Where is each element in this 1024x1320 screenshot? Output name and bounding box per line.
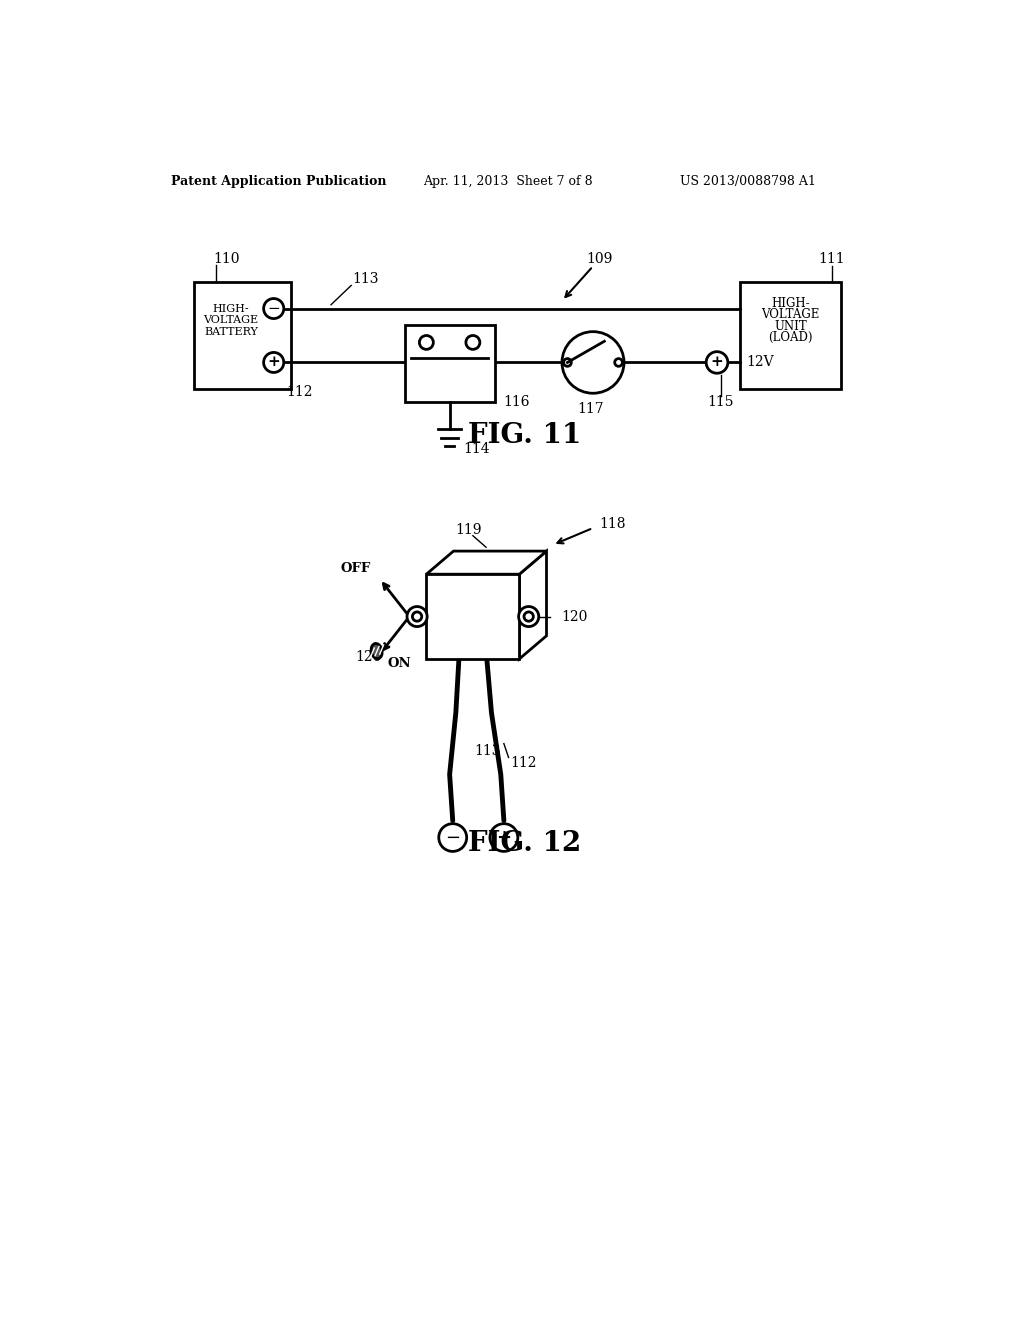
Text: 120: 120	[561, 610, 588, 623]
Text: Apr. 11, 2013  Sheet 7 of 8: Apr. 11, 2013 Sheet 7 of 8	[423, 176, 593, 187]
Text: FIG. 11: FIG. 11	[468, 422, 582, 449]
Text: 112: 112	[510, 756, 537, 770]
Bar	[426, 574, 519, 659]
Text: ON: ON	[387, 657, 411, 671]
Text: +: +	[711, 355, 723, 370]
Text: 112: 112	[287, 384, 313, 399]
Text: FIG. 12: FIG. 12	[468, 830, 582, 857]
Text: 116: 116	[504, 396, 530, 409]
Text: 113: 113	[474, 744, 501, 758]
Circle shape	[489, 824, 518, 851]
Text: −: −	[445, 829, 460, 846]
Circle shape	[524, 612, 534, 622]
Text: UNIT: UNIT	[774, 319, 807, 333]
Text: 117: 117	[578, 401, 604, 416]
Circle shape	[466, 335, 480, 350]
Circle shape	[562, 331, 624, 393]
Text: 111: 111	[818, 252, 845, 265]
Text: VOLTAGE: VOLTAGE	[762, 308, 820, 321]
Circle shape	[563, 359, 571, 367]
Circle shape	[518, 607, 539, 627]
Circle shape	[614, 359, 623, 367]
Text: VOLTAGE: VOLTAGE	[204, 315, 259, 325]
Bar	[740, 281, 841, 389]
Circle shape	[407, 607, 427, 627]
Text: +: +	[497, 829, 511, 846]
Text: OFF: OFF	[340, 561, 371, 574]
Text: HIGH-: HIGH-	[771, 297, 810, 310]
Text: US 2013/0088798 A1: US 2013/0088798 A1	[680, 176, 816, 187]
Bar	[194, 281, 291, 389]
Circle shape	[413, 612, 422, 622]
Bar	[404, 326, 495, 403]
Polygon shape	[519, 552, 547, 659]
Circle shape	[263, 352, 284, 372]
Text: 12V: 12V	[746, 355, 774, 370]
Text: 113: 113	[352, 272, 379, 286]
Text: 115: 115	[708, 396, 734, 409]
Text: HIGH-: HIGH-	[213, 304, 250, 314]
Text: −: −	[267, 301, 281, 315]
Text: Patent Application Publication: Patent Application Publication	[171, 176, 387, 187]
Circle shape	[420, 335, 433, 350]
Text: 109: 109	[586, 252, 612, 265]
Circle shape	[707, 351, 728, 374]
Text: (LOAD): (LOAD)	[768, 331, 813, 345]
Text: +: +	[267, 355, 281, 370]
Text: 110: 110	[213, 252, 240, 265]
Text: 114: 114	[464, 442, 490, 455]
Ellipse shape	[371, 643, 382, 659]
Circle shape	[438, 824, 467, 851]
Circle shape	[263, 298, 284, 318]
Text: BATTERY: BATTERY	[204, 326, 258, 337]
Text: 120: 120	[355, 649, 381, 664]
Text: 119: 119	[456, 523, 482, 536]
Polygon shape	[426, 552, 547, 574]
Text: 118: 118	[599, 517, 626, 531]
